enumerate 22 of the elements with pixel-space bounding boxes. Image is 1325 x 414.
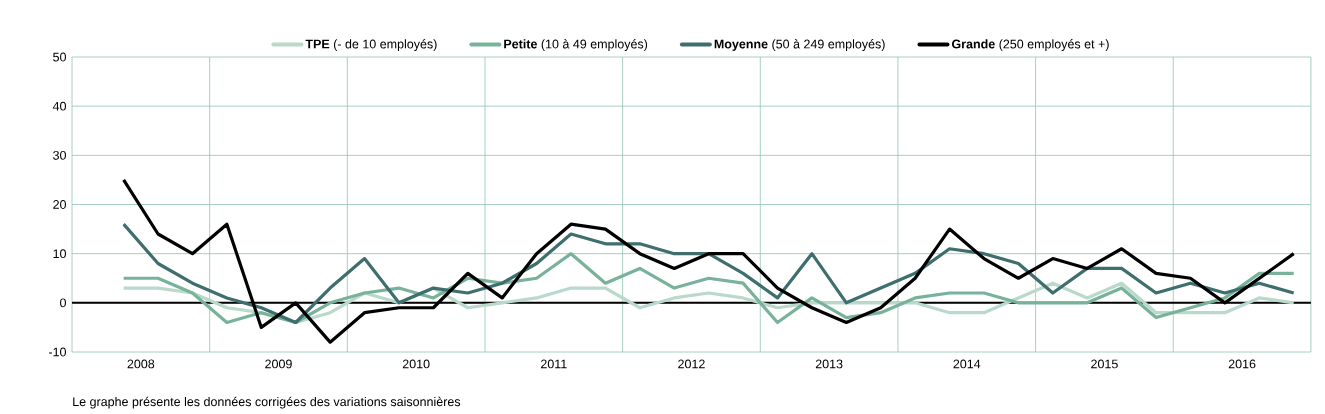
legend-label: TPE (- de 10 employés) bbox=[305, 39, 437, 51]
x-tick-label: 2014 bbox=[953, 359, 981, 369]
x-tick-label: 2016 bbox=[1228, 359, 1256, 369]
y-tick-label: 10 bbox=[53, 249, 67, 259]
y-tick-label: -10 bbox=[48, 347, 67, 357]
x-tick-label: 2015 bbox=[1091, 359, 1118, 369]
x-tick-label: 2008 bbox=[127, 359, 155, 369]
x-tick-label: 2009 bbox=[265, 359, 292, 369]
x-tick-label: 2012 bbox=[678, 359, 705, 369]
y-tick-label: 50 bbox=[53, 52, 67, 62]
legend-label: Grande (250 employés et +) bbox=[951, 39, 1109, 51]
y-tick-label: 30 bbox=[53, 150, 67, 160]
x-tick-label: 2011 bbox=[540, 359, 567, 369]
x-tick-label: 2013 bbox=[815, 359, 843, 369]
line-series bbox=[122, 222, 1296, 325]
y-tick-label: 20 bbox=[53, 200, 67, 209]
y-tick-label: 40 bbox=[52, 101, 67, 111]
legend-label: Moyenne (50 à 249 employés) bbox=[714, 39, 885, 51]
legend-label: Petite (10 à 49 employés) bbox=[504, 39, 648, 51]
text: Le graphe présente les données corrigées des variations saisonnières bbox=[73, 396, 461, 409]
y-tick-label: 0 bbox=[60, 298, 67, 308]
x-tick-label: 2010 bbox=[402, 359, 430, 369]
